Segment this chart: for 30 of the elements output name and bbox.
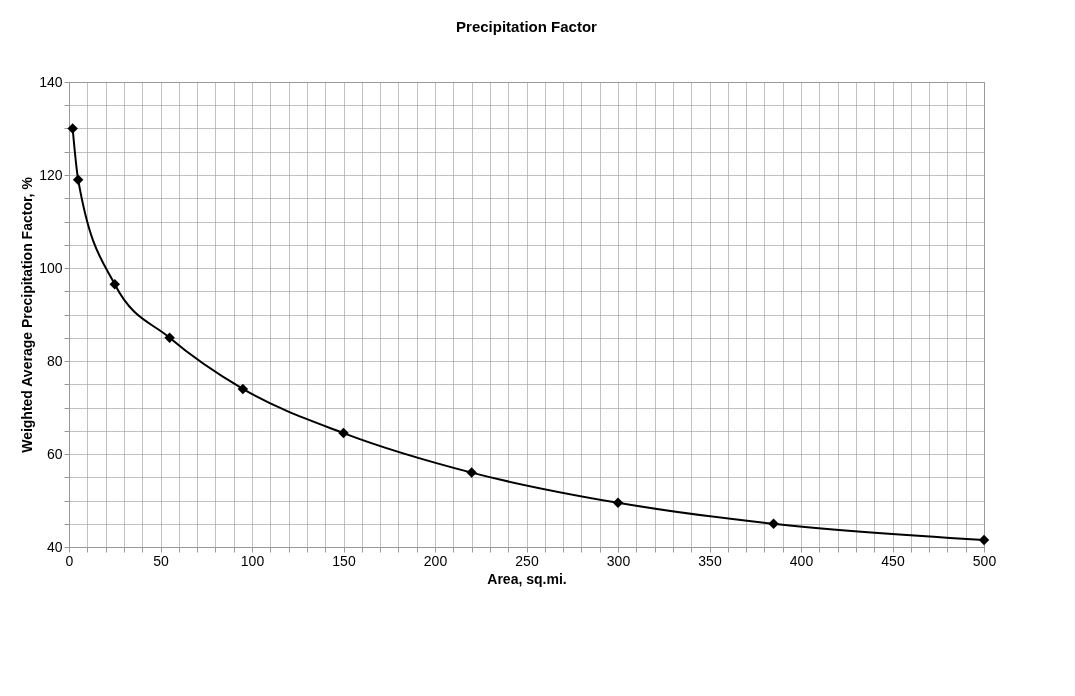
point	[72, 174, 84, 185]
x-tick-label: 400	[789, 552, 814, 569]
x-tick-label: 450	[881, 552, 905, 569]
point	[768, 518, 779, 529]
point	[67, 123, 78, 134]
x-tick-label: 0	[65, 552, 74, 569]
y-tick-label: 140	[39, 73, 63, 90]
point	[612, 497, 624, 509]
point	[237, 383, 249, 395]
point	[338, 427, 349, 439]
x-tick-label: 100	[240, 552, 265, 569]
x-tick-label: 50	[153, 552, 169, 569]
y-tick-label: 100	[39, 259, 63, 276]
y-tick-label: 40	[46, 538, 63, 555]
chart-title: Precipitation Factor	[456, 18, 598, 35]
x-axis-title: Area, sq.mi.	[487, 570, 567, 587]
x-tick-label: 150	[332, 552, 356, 569]
point	[109, 279, 120, 290]
point	[164, 332, 175, 343]
point	[978, 534, 990, 546]
x-tick-label: 500	[972, 552, 997, 569]
x-tick-label: 300	[606, 552, 631, 569]
x-tick-label: 200	[423, 552, 448, 569]
point	[466, 467, 477, 478]
y-tick-label: 120	[39, 166, 63, 183]
y-axis-title: Weighted Average Precipitation Factor, %	[19, 176, 36, 453]
y-tick-label: 80	[46, 352, 63, 369]
x-tick-label: 350	[698, 552, 722, 569]
x-tick-label: 250	[515, 552, 539, 569]
y-tick-label: 60	[46, 445, 63, 462]
